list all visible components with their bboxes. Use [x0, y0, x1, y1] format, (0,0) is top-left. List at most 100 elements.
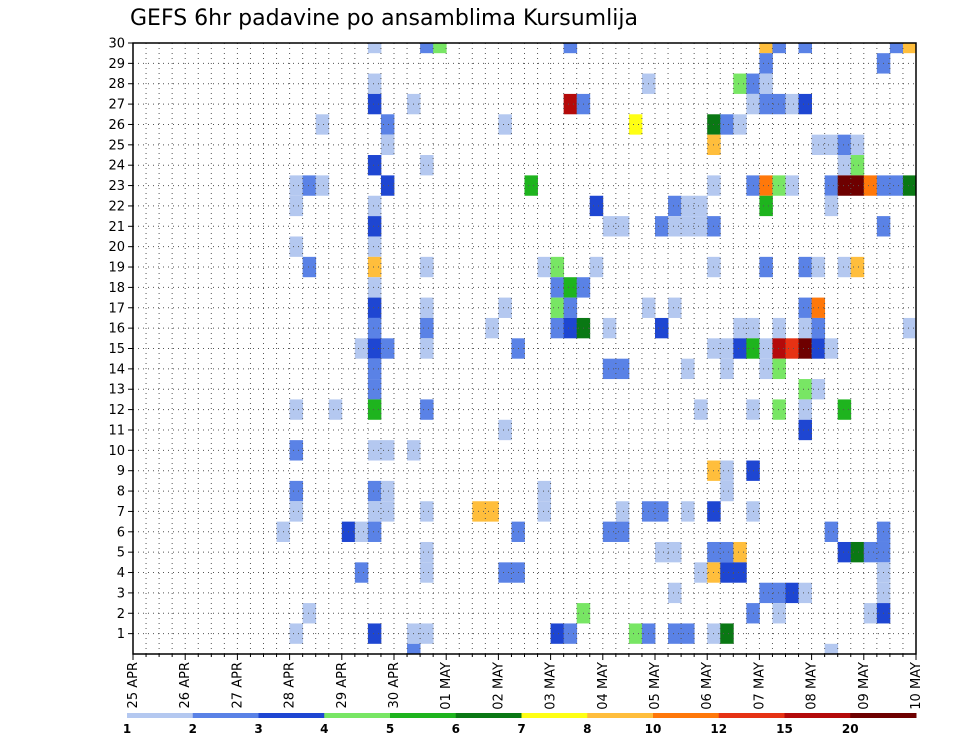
heatmap-cell [367, 358, 382, 380]
heatmap-cell [694, 399, 708, 420]
heatmap-cell [615, 501, 630, 522]
heatmap-cell [367, 155, 382, 176]
heatmap-cell [315, 175, 330, 196]
heatmap-cell [785, 338, 799, 359]
x-tick-label: 02 MAY [491, 662, 506, 710]
heatmap-cell [563, 277, 578, 298]
heatmap-cell [850, 541, 865, 563]
x-tick-label: 10 MAY [909, 662, 924, 710]
heatmap-cell [694, 562, 708, 583]
colorbar-swatch [653, 713, 720, 718]
heatmap-cell [354, 562, 369, 583]
heatmap-cell [367, 480, 382, 502]
heatmap-cell [681, 501, 695, 522]
heatmap-cell [289, 623, 304, 644]
heatmap-cell [550, 623, 565, 644]
x-tick-label: 28 APR [283, 662, 298, 708]
heatmap-cell [485, 317, 499, 339]
y-tick-label: 17 [108, 301, 125, 316]
heatmap-cell [837, 155, 852, 176]
heatmap-cell [354, 521, 369, 542]
heatmap-cell [367, 521, 382, 542]
heatmap-cell [433, 43, 447, 54]
heatmap-cell [328, 399, 343, 420]
heatmap-cell [380, 175, 395, 196]
heatmap-cell [602, 317, 617, 339]
heatmap-cell [655, 541, 669, 563]
heatmap-cell [420, 256, 434, 278]
heatmap-cell [628, 114, 643, 135]
heatmap-cell [615, 216, 630, 237]
heatmap-cell [289, 175, 304, 196]
heatmap-cell [367, 43, 382, 54]
heatmap-cell [720, 623, 734, 644]
x-tick-label: 01 MAY [439, 662, 454, 710]
y-tick-label: 5 [117, 546, 125, 561]
heatmap-cell [655, 216, 669, 237]
heatmap-cell [407, 643, 421, 654]
heatmap-cell [824, 195, 839, 217]
heatmap-cell [798, 43, 812, 54]
heatmap-cell [289, 399, 304, 420]
colorbar-swatch [784, 713, 851, 718]
heatmap-cell [759, 195, 773, 217]
heatmap-cell [798, 379, 812, 400]
colorbar-label: 6 [452, 722, 460, 736]
heatmap-cell [902, 43, 916, 54]
colorbar-label: 4 [320, 722, 328, 736]
colorbar-label: 10 [645, 722, 662, 736]
colorbar-label: 8 [583, 722, 591, 736]
heatmap-cell [720, 358, 734, 380]
colorbar-label: 7 [517, 722, 525, 736]
heatmap-cell [759, 53, 773, 74]
x-tick-label: 26 APR [178, 662, 193, 708]
heatmap-cell [759, 43, 773, 54]
heatmap-cell [798, 419, 812, 441]
heatmap-cell [420, 501, 434, 522]
heatmap-cell [354, 338, 369, 359]
x-tick-label: 30 APR [387, 662, 402, 708]
heatmap-cell [550, 256, 565, 278]
x-tick-label: 06 MAY [700, 662, 715, 710]
colorbar-label: 3 [254, 722, 262, 736]
heatmap-cell [420, 541, 434, 563]
heatmap-cell [668, 195, 682, 217]
heatmap-cell [289, 480, 304, 502]
y-tick-label: 8 [117, 485, 125, 500]
colorbar-swatch [455, 713, 522, 718]
chart-title: GEFS 6hr padavine po ansamblima Kursumli… [130, 6, 638, 31]
heatmap-cell [367, 277, 382, 298]
heatmap-cell [720, 562, 734, 583]
heatmap-cell [772, 338, 786, 359]
heatmap-cell [668, 623, 682, 644]
heatmap-cell [837, 541, 852, 563]
heatmap-cell [289, 236, 304, 257]
heatmap-cell [289, 195, 304, 217]
y-tick-label: 28 [108, 77, 125, 92]
heatmap-cell [367, 93, 382, 115]
heatmap-cell [498, 562, 512, 583]
heatmap-cell [863, 603, 878, 624]
heatmap-cell [537, 501, 551, 522]
heatmap-cell [837, 134, 852, 156]
heatmap-cell [759, 582, 773, 604]
heatmap-cell [367, 338, 382, 359]
heatmap-cell [798, 93, 812, 115]
heatmap-cell [733, 338, 747, 359]
heatmap-cell [289, 501, 304, 522]
heatmap-cell [824, 643, 839, 654]
heatmap-cell [798, 297, 812, 318]
heatmap-cell [524, 175, 538, 196]
heatmap-cells [276, 43, 916, 654]
heatmap-cell [798, 338, 812, 359]
heatmap-cell [367, 297, 382, 318]
heatmap-cell [837, 256, 852, 278]
heatmap-cell [420, 317, 434, 339]
x-tick-label: 07 MAY [752, 662, 767, 710]
heatmap-cell [681, 623, 695, 644]
heatmap-cell [615, 521, 630, 542]
heatmap-cell [380, 134, 395, 156]
heatmap-cell [602, 358, 617, 380]
heatmap-cell [668, 582, 682, 604]
heatmap-cell [863, 175, 878, 196]
